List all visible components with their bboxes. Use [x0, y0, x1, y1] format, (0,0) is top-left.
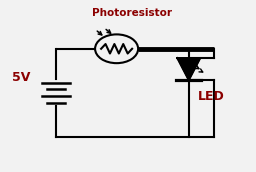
- Text: Photoresistor: Photoresistor: [92, 8, 172, 18]
- Text: LED: LED: [198, 90, 225, 103]
- Text: 5V: 5V: [12, 71, 30, 84]
- Polygon shape: [177, 58, 200, 80]
